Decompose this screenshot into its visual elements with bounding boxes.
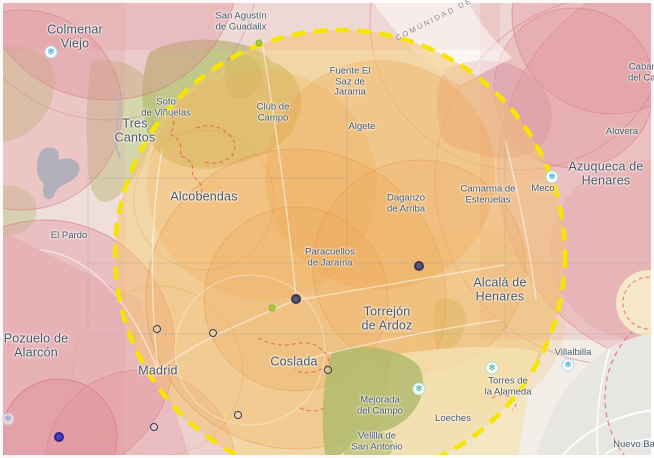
map-label-nuevo-baztan: Nuevo Baztán [613, 438, 654, 450]
map-label-torres-de-la-alameda: Torres de la Alameda [484, 375, 532, 397]
southeast-zones [322, 346, 538, 458]
roads [39, 39, 537, 426]
river-valley [372, 0, 512, 85]
uncovered-gray-area [536, 314, 654, 458]
map-label-el-pardo: El Pardo [50, 229, 88, 241]
map-label-alcobendas: Alcobendas [170, 189, 238, 204]
snowflake-icon: ❄ [548, 171, 556, 182]
vegetation-patches [0, 39, 467, 351]
map-label-pozuelo-de-alarcon: Pozuelo de Alarcón [3, 331, 69, 359]
map-label-soto-de-vinuelas: Soto de Viñuelas [141, 96, 191, 118]
pale-zone-circle [616, 270, 654, 336]
map-marker-poi-madrid-2[interactable] [209, 329, 217, 337]
map-label-mejorada-del-campo: Mejorada del Campo [357, 394, 403, 416]
selection-radius-dashed-circle [112, 27, 568, 458]
map-grid-lines [87, 95, 654, 335]
snowflake-icon: ❄ [415, 383, 423, 394]
map-label-cabanillas-del-campo: Cabanillasdel Campo [628, 61, 654, 83]
map-label-algete: Algete [348, 120, 376, 132]
map-marker-poi-coslada[interactable] [324, 366, 332, 374]
map-region-boundary-label: COMUNIDAD DE MADRID [393, 0, 516, 43]
map-label-madrid: Madrid [138, 363, 178, 378]
map-label-villalbilla: Villalbilla [554, 346, 592, 358]
map-label-velilla-de-san-antonio: Velilla de San Antonio [351, 430, 403, 452]
snowflake-icon: ❄ [4, 413, 12, 424]
map-label-colmenar-viejo: Colmenar Viejo [47, 22, 103, 50]
map-marker-station-torres[interactable]: ❄ [485, 361, 499, 375]
map-marker-site-daganzo[interactable] [414, 261, 424, 271]
map-marker-station-west-edge[interactable]: ❄ [1, 412, 15, 426]
map-marker-poi-madrid-4[interactable] [150, 423, 158, 431]
map-label-daganzo-de-arriba: Daganzo de Arriba [386, 192, 426, 214]
map-label-azuqueca-de-henares: Azuqueca de Henares [568, 159, 644, 187]
map-marker-site-green-north[interactable] [255, 39, 263, 47]
map-marker-station-mejorada[interactable]: ❄ [412, 382, 426, 396]
map-label-camarma-de-esteruelas: Camarma de Esteruelas [460, 183, 516, 205]
map-label-coslada: Coslada [270, 354, 318, 369]
map-marker-site-paracuellos[interactable] [291, 294, 301, 304]
map-label-loeches: Loeches [435, 412, 471, 424]
map-marker-site-green-center[interactable] [268, 304, 276, 312]
snowflake-icon: ❄ [488, 362, 496, 373]
water-reservoir [36, 93, 122, 200]
map-label-alcala-de-henares: Alcalá de Henares [473, 275, 527, 303]
map-label-tres-cantos: Tres Cantos [114, 116, 156, 144]
map-marker-station-meco[interactable]: ❄ [545, 170, 559, 184]
map-marker-site-southwest[interactable] [54, 432, 64, 442]
map-label-torrejon-de-ardoz: Torrejón de Ardoz [361, 304, 413, 332]
map-label-meco: Meco [531, 182, 555, 194]
map-label-san-agustin-guadalix: San Agustín de Guadalix [215, 10, 267, 32]
map-label-fuente-el-saz-jarama: Fuente El Saz de Jarama [329, 65, 371, 98]
map-label-club-de-campo: Club de Campo [256, 101, 290, 123]
map-marker-station-villalbilla[interactable]: ❄ [561, 358, 575, 372]
map-marker-poi-madrid-3[interactable] [234, 411, 242, 419]
map-label-alovera: Alovera [605, 125, 639, 137]
snowflake-icon: ❄ [564, 359, 572, 370]
map-marker-station-colmenar[interactable]: ❄ [44, 45, 58, 59]
map-label-paracuellos-de-jarama: Paracuellos de Jarama [305, 246, 355, 268]
map-marker-poi-madrid-1[interactable] [153, 325, 161, 333]
snowflake-icon: ❄ [47, 46, 55, 57]
